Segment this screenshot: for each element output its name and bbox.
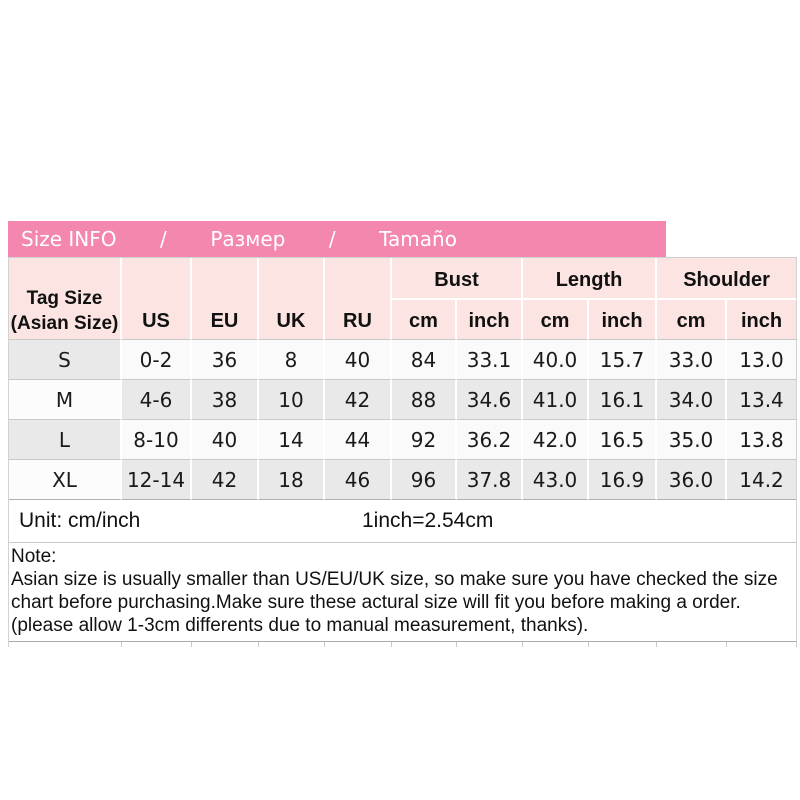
note-cell: Note: Asian size is usually smaller than…	[9, 543, 798, 642]
table-row-s: S 0-2 36 8 40 84 33.1 40.0 15.7 33.0 13.…	[9, 340, 798, 380]
size-label: M	[9, 380, 122, 420]
header-length: Length	[523, 258, 658, 300]
cell-bust-cm: 84	[392, 340, 457, 380]
size-label: L	[9, 420, 122, 460]
cell-bust-inch: 33.1	[457, 340, 524, 380]
header-row-units: cm inch cm inch cm inch	[9, 300, 798, 340]
cell-ru: 44	[325, 420, 392, 460]
cell-uk: 8	[259, 340, 325, 380]
cell-bust-cm: 88	[392, 380, 457, 420]
cell-us: 12-14	[122, 460, 192, 500]
unit-row: Unit: cm/inch 1inch=2.54cm	[9, 500, 798, 543]
banner-title-ru: Размер	[210, 227, 286, 251]
cell-shoulder-cm: 33.0	[657, 340, 728, 380]
header-tag-size: Tag Size (Asian Size)	[9, 258, 122, 340]
header-bust: Bust	[392, 258, 524, 300]
unit-cell: Unit: cm/inch 1inch=2.54cm	[9, 500, 798, 543]
cell-length-cm: 43.0	[523, 460, 590, 500]
size-label: S	[9, 340, 122, 380]
banner-title-en: Size INFO	[21, 227, 117, 251]
banner-separator: /	[160, 227, 167, 251]
unit-row-content: Unit: cm/inch 1inch=2.54cm	[10, 501, 795, 541]
header-tag-size-line1: Tag Size	[26, 288, 103, 309]
cell-length-cm: 42.0	[523, 420, 590, 460]
header-bust-inch: inch	[457, 300, 524, 340]
size-table: Tag Size (Asian Size) US EU UK RU Bust L…	[8, 257, 798, 642]
cell-us: 8-10	[122, 420, 192, 460]
table-row-l: L 8-10 40 14 44 92 36.2 42.0 16.5 35.0 1…	[9, 420, 798, 460]
header-ru: RU	[325, 258, 392, 340]
cell-length-inch: 15.7	[589, 340, 658, 380]
header-uk: UK	[259, 258, 325, 340]
cell-eu: 38	[192, 380, 259, 420]
banner-titles: Size INFO / Размер / Tamaño	[21, 227, 457, 251]
cell-shoulder-inch: 13.4	[727, 380, 798, 420]
header-tag-size-line2: (Asian Size)	[10, 313, 119, 334]
header-us: US	[122, 258, 192, 340]
cell-eu: 42	[192, 460, 259, 500]
table-row-xl: XL 12-14 42 18 46 96 37.8 43.0 16.9 36.0…	[9, 460, 798, 500]
cropped-grid-stubs	[8, 642, 797, 647]
banner-separator: /	[328, 227, 336, 251]
header-shoulder: Shoulder	[657, 258, 798, 300]
cell-ru: 40	[325, 340, 392, 380]
cell-shoulder-cm: 35.0	[657, 420, 728, 460]
cell-us: 0-2	[122, 340, 192, 380]
cell-length-inch: 16.1	[589, 380, 658, 420]
header-shoulder-cm: cm	[657, 300, 728, 340]
conversion-label: 1inch=2.54cm	[362, 509, 494, 532]
cell-bust-cm: 92	[392, 420, 457, 460]
size-label: XL	[9, 460, 122, 500]
cell-shoulder-inch: 14.2	[727, 460, 798, 500]
cell-eu: 40	[192, 420, 259, 460]
header-row-groups: Tag Size (Asian Size) US EU UK RU Bust L…	[9, 258, 798, 340]
cell-ru: 46	[325, 460, 392, 500]
cell-length-inch: 16.9	[589, 460, 658, 500]
cell-bust-cm: 96	[392, 460, 457, 500]
header-bust-cm: cm	[392, 300, 457, 340]
banner-title-es: Tamaño	[379, 227, 457, 251]
note-body: Asian size is usually smaller than US/EU…	[11, 569, 778, 636]
cell-shoulder-inch: 13.8	[727, 420, 798, 460]
header-length-cm: cm	[523, 300, 590, 340]
unit-label: Unit: cm/inch	[19, 509, 141, 532]
note-title: Note:	[11, 546, 57, 567]
cell-shoulder-cm: 36.0	[657, 460, 728, 500]
cell-eu: 36	[192, 340, 259, 380]
header-length-inch: inch	[589, 300, 658, 340]
cell-uk: 14	[259, 420, 325, 460]
cell-bust-inch: 34.6	[457, 380, 524, 420]
cell-length-cm: 40.0	[523, 340, 590, 380]
cell-ru: 42	[325, 380, 392, 420]
cell-us: 4-6	[122, 380, 192, 420]
cell-uk: 18	[259, 460, 325, 500]
cell-bust-inch: 36.2	[457, 420, 524, 460]
note-row: Note: Asian size is usually smaller than…	[9, 543, 798, 642]
cell-bust-inch: 37.8	[457, 460, 524, 500]
cell-shoulder-cm: 34.0	[657, 380, 728, 420]
banner: Size INFO / Размер / Tamaño	[8, 221, 666, 257]
header-shoulder-inch: inch	[727, 300, 798, 340]
cell-uk: 10	[259, 380, 325, 420]
cell-length-inch: 16.5	[589, 420, 658, 460]
header-eu: EU	[192, 258, 259, 340]
cell-length-cm: 41.0	[523, 380, 590, 420]
table-row-m: M 4-6 38 10 42 88 34.6 41.0 16.1 34.0 13…	[9, 380, 798, 420]
cell-shoulder-inch: 13.0	[727, 340, 798, 380]
size-chart-sheet: Size INFO / Размер / Tamaño Tag Size (As…	[8, 221, 798, 647]
